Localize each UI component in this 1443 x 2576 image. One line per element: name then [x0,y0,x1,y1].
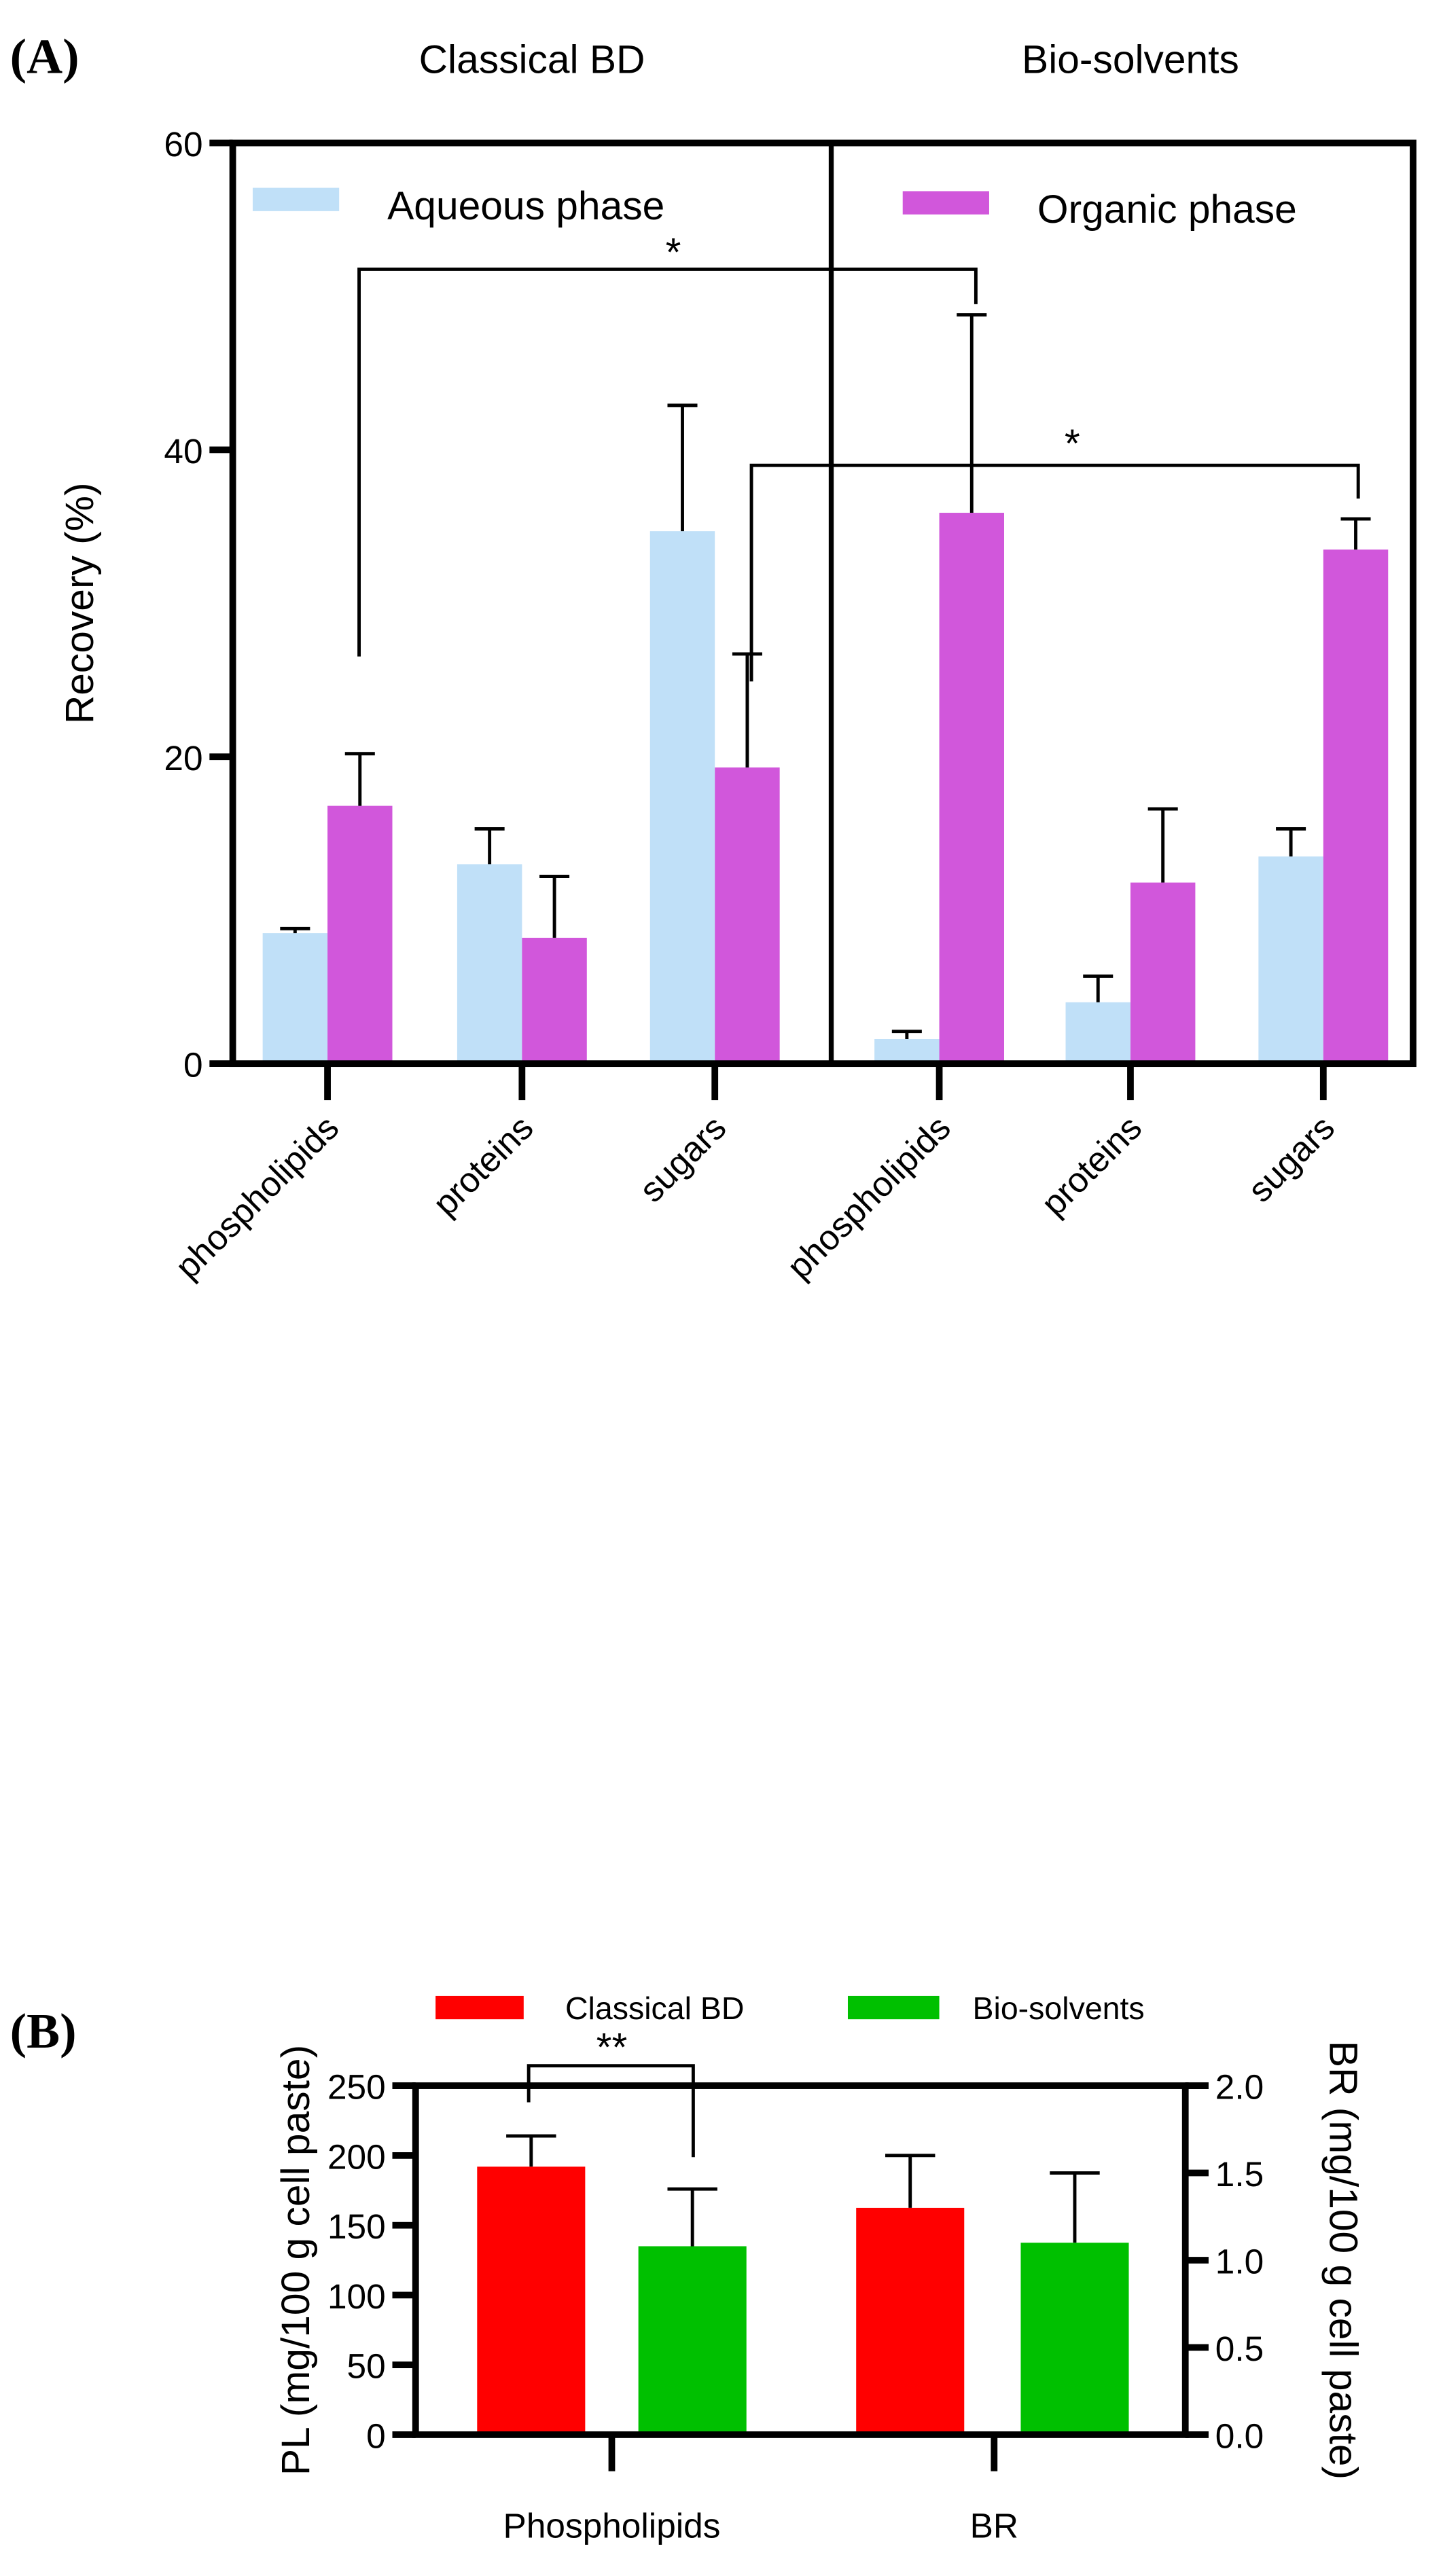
x-tick-label: Phospholipids [503,2506,721,2545]
x-tick-label: sugars [1240,1108,1342,1210]
bar-organic-phase [327,805,393,1064]
panel-a-label: (A) [10,29,79,84]
y-axis-label: Recovery (%) [58,483,102,725]
y-axis-label-right: BR (mg/100 g cell paste) [1321,2041,1366,2480]
x-tick-label: phospholipids [167,1108,346,1286]
bar-organic-phase [715,767,780,1064]
y-tick-label-right: 2.0 [1215,2067,1264,2107]
y-tick-label-left: 0 [366,2416,386,2456]
y-tick-label-right: 0.0 [1215,2416,1264,2456]
bar-organic-phase [1130,882,1196,1064]
bar-aqueous-phase [649,531,715,1064]
legend-label-organic: Organic phase [1037,187,1297,232]
x-tick-label: BR [970,2506,1018,2545]
panel-a: (A) Classical BD Bio-solvents Recovery (… [10,29,1417,1286]
significance-bracket-1 [357,268,978,657]
panel-b-label: (B) [10,2003,77,2058]
bar-aqueous-phase [874,1039,940,1064]
bar-bio-solvents [1020,2243,1129,2435]
bar-bio-solvents [638,2246,747,2435]
y-tick-label-right: 1.0 [1215,2242,1264,2281]
significance-bracket-2 [749,463,1360,682]
plot-frame [229,139,1417,1068]
y-axis-label-left: PL (mg/100 g cell paste) [274,2045,318,2475]
bar-aqueous-phase [457,864,522,1064]
group-title-bio-solvents: Bio-solvents [1022,38,1239,82]
legend-swatch-bio-solvents [847,1995,940,2020]
y-tick-label-left: 200 [327,2137,386,2176]
y-tick-label: 40 [164,431,202,471]
y-tick-label-left: 50 [347,2346,386,2386]
group-title-classical-bd: Classical BD [419,38,645,82]
significance-label: ** [596,2025,628,2069]
y-tick-label: 0 [183,1045,203,1085]
bar-organic-phase [939,513,1004,1064]
y-tick-label: 20 [164,738,202,778]
bar-aqueous-phase [1258,856,1323,1064]
legend-label-bio-solvents: Bio-solvents [972,1991,1144,2026]
bar-aqueous-phase [262,933,328,1064]
y-tick-label: 60 [164,124,202,164]
significance-label-1: * [666,231,681,275]
legend-swatch-organic [902,191,989,215]
bar-organic-phase [522,937,587,1064]
legend-label-classical-bd: Classical BD [565,1991,744,2026]
y-tick-label-right: 0.5 [1215,2329,1264,2368]
bar-organic-phase [1323,549,1389,1064]
panel-b: (B) Classical BD Bio-solvents PL (mg/100… [10,1991,1366,2545]
y-tick-label-left: 150 [327,2207,386,2246]
x-tick-label: proteins [1033,1108,1149,1223]
x-tick-label: proteins [425,1108,540,1223]
bar-aqueous-phase [1065,1002,1130,1064]
y-tick-label-left: 250 [327,2067,386,2107]
y-tick-label-left: 100 [327,2276,386,2316]
x-tick-label: sugars [632,1108,734,1210]
legend-swatch-aqueous [252,187,340,211]
legend-swatch-classical-bd [435,1995,524,2020]
x-tick-label: phospholipids [779,1108,958,1286]
bar-classical-bd [477,2166,586,2435]
legend-label-aqueous: Aqueous phase [387,184,664,228]
significance-bracket [527,2064,695,2158]
y-tick-label-right: 1.5 [1215,2154,1264,2194]
significance-label-2: * [1065,422,1080,466]
bar-classical-bd [856,2207,965,2435]
